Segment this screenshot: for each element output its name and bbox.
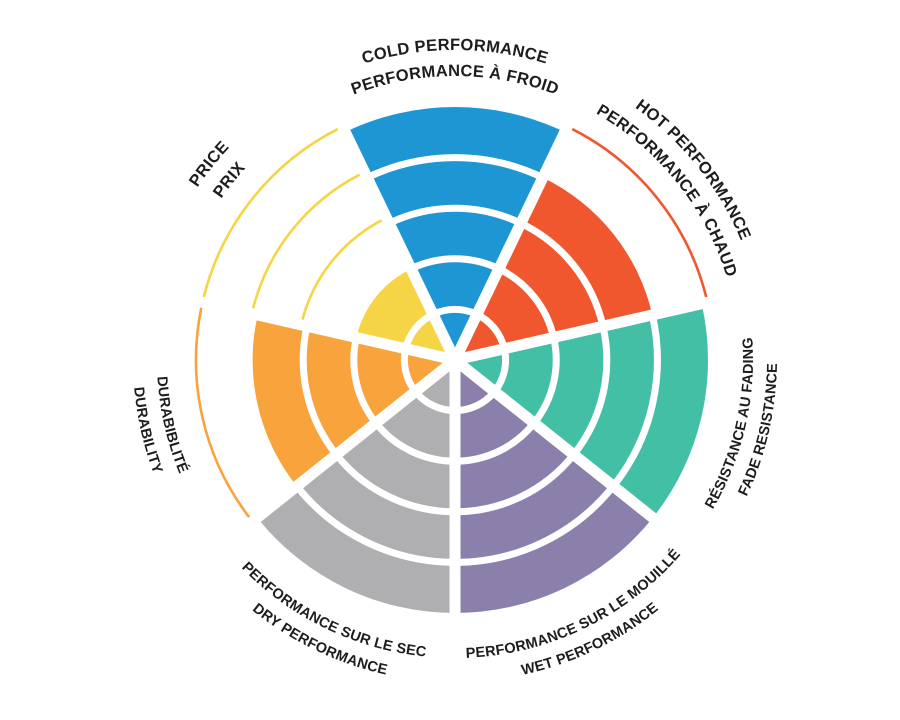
hot-performance-ring-separator xyxy=(519,220,607,328)
dry-performance-ring-separator xyxy=(333,452,456,516)
cold-performance-label-text-line2: PERFORMANCE À FROID xyxy=(349,62,561,98)
price-remaining-ring-arc xyxy=(251,172,362,311)
price-wedge xyxy=(356,268,455,360)
wet-performance-ring-separator xyxy=(454,484,616,566)
sector-wedges-layer xyxy=(252,106,709,613)
durability-remaining-ring-arc xyxy=(194,306,251,519)
sector-divider-line xyxy=(333,116,460,363)
unfilled-ring-arcs-layer xyxy=(194,127,708,519)
dry-performance-ring-separator xyxy=(373,420,456,465)
cold-performance-label-line2: PERFORMANCE À FROID xyxy=(349,62,561,98)
wet-performance-ring-separator xyxy=(454,452,577,516)
sector-divider-line xyxy=(453,294,718,366)
sector-divider-line xyxy=(450,116,577,363)
price-remaining-ring-arc xyxy=(202,127,340,299)
sector-divider-line xyxy=(192,294,457,366)
durability-ring-separator xyxy=(350,336,379,426)
cold-performance-ring-separator xyxy=(387,204,523,227)
hot-performance-ring-separator xyxy=(497,265,558,339)
price-remaining-ring-arc xyxy=(300,217,385,323)
cold-performance-ring-separator xyxy=(409,255,501,272)
hot-performance-label-text-line1: HOT PERFORMANCE xyxy=(632,96,754,243)
durability-ring-separator xyxy=(299,325,340,457)
cold-performance-ring-separator xyxy=(365,154,545,181)
fade-resistance-ring-separator xyxy=(570,325,611,457)
wet-performance-wedge xyxy=(455,360,653,613)
dry-performance-wedge xyxy=(257,360,455,613)
sector-divider-lines-layer xyxy=(192,116,718,628)
sector-divider-line xyxy=(451,355,668,532)
hot-performance-remaining-ring-arc xyxy=(570,127,708,299)
cold-performance-wedge xyxy=(345,106,565,360)
fade-resistance-ring-separator xyxy=(531,336,560,426)
sector-divider-line xyxy=(242,355,459,532)
fade-resistance-wedge xyxy=(455,303,709,518)
wet-performance-ring-separator xyxy=(454,420,537,465)
fade-resistance-ring-separator xyxy=(610,314,661,489)
dry-performance-ring-separator xyxy=(294,484,456,566)
hot-performance-label-line1: HOT PERFORMANCE xyxy=(632,96,754,243)
